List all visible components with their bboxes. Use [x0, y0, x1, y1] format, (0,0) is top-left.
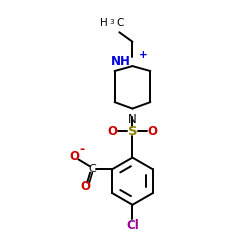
Text: -: -: [79, 144, 84, 156]
Text: +: +: [139, 50, 148, 60]
Text: S: S: [128, 125, 137, 138]
Text: 3: 3: [109, 19, 114, 25]
Text: C: C: [88, 164, 96, 174]
Text: H: H: [100, 18, 108, 28]
Text: N: N: [128, 112, 137, 126]
Text: O: O: [80, 180, 90, 193]
Text: O: O: [148, 125, 158, 138]
Text: C: C: [117, 18, 124, 28]
Text: O: O: [107, 125, 117, 138]
Text: NH: NH: [111, 55, 131, 68]
Text: O: O: [70, 150, 80, 163]
Text: Cl: Cl: [126, 219, 139, 232]
